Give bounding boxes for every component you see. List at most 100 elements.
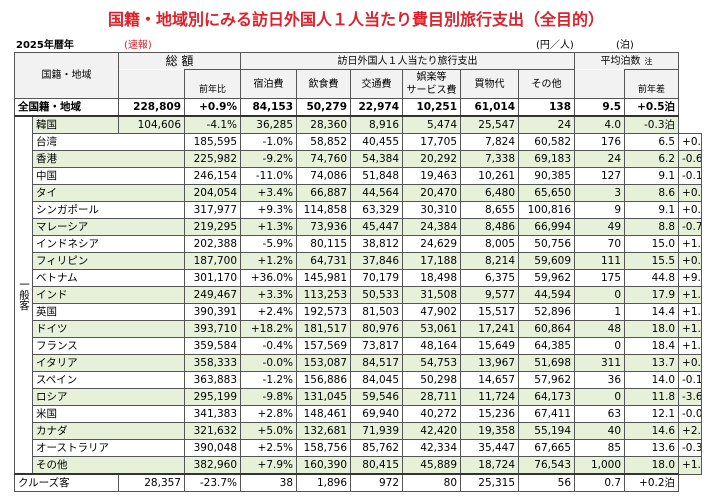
cell: 22,974 [350,98,404,117]
cell: 57,962 [518,371,576,389]
cell: 1,896 [296,473,352,492]
cell: 25,547 [460,115,520,134]
subheader: 2025年暦年 (速報) (円／人) (泊) [16,36,696,51]
cell: 114,858 [296,201,352,219]
cell: -9.2% [240,150,298,168]
cell: 246,154 [183,167,242,185]
cell: 228,809 [118,98,185,117]
cell: -9.8% [240,388,298,406]
header-text: 平均泊数 [600,55,641,67]
cell: -0.0泊 [678,405,702,423]
cell: 8,486 [460,218,520,236]
cell: 60,864 [518,320,576,338]
table-row: シンガポール 317,977 +9.3% 114,858 63,329 30,310 8,6… [15,201,702,219]
cell: -4.1% [183,115,242,134]
header-row: 国籍・地域総 額訪日外国人１人当たり旅行支出 平均泊数注 [14,52,702,99]
cell: 90,385 [518,167,576,185]
cell: +2.5% [240,439,298,457]
header-cell: 交通費 [350,69,404,99]
cell: 158,756 [296,439,352,457]
cell: 295,199 [183,388,242,406]
row-label: ドイツ [32,320,185,338]
cell: 382,960 [183,456,242,475]
cell: 28,357 [118,473,185,492]
header-cell [574,69,625,99]
cell: 145,981 [296,269,352,287]
table-row: フィリピン 187,700 +1.2% 64,731 37,846 17,188 8,214… [15,252,702,270]
cell: 10,251 [402,98,462,117]
cell: 59,962 [518,269,576,287]
cell: 390,391 [183,303,242,321]
table-row: イタリア 358,333 -0.0% 153,087 84,517 54,753 13,96… [15,354,702,372]
cell: 19,358 [460,422,520,440]
cell: 56 [518,473,576,492]
cell: 15.0 [624,235,680,253]
cell: 73,936 [296,218,352,236]
row-label: 英国 [32,303,185,321]
cell: 50,298 [402,371,462,389]
cell: -0.6泊 [678,150,702,168]
cell: 24 [518,115,576,134]
cell: 160,390 [296,456,352,475]
header-cell: 国籍・地域 [14,52,119,99]
cell: 31,508 [402,286,462,304]
row-label: マレーシア [32,218,185,236]
row-label: クルーズ客 [14,473,119,492]
cell: 38 [240,473,298,492]
header-row: 前年比 宿泊費 飲食費 交通費 娯楽等 サービス費 買物代 その他 前年差 [15,69,702,99]
cell: 50,756 [518,235,576,253]
cell: 54,753 [402,354,462,372]
cell: 4.0 [574,115,626,134]
cell: 6,480 [460,184,520,202]
cell: +0.5泊 [624,98,680,117]
cell: 138 [518,98,576,117]
cell: -0.0% [240,354,298,372]
cell: 321,632 [183,422,242,440]
cell: 0.7 [574,473,626,492]
title: 国籍・地域別にみる訪日外国人１人当たり費目別旅行支出（全目的） [107,10,604,29]
cell: 28,711 [402,388,462,406]
cell: +18.2% [240,320,298,338]
cell: 50,279 [296,98,352,117]
cell: 37,846 [350,252,404,270]
table-row: 米国 341,383 +2.8% 148,461 69,940 40,272 15,236 6… [15,405,702,423]
header-cell: 宿泊費 [240,69,298,99]
cell: -3.6泊 [678,388,702,406]
cell: 59,609 [518,252,576,270]
cell: 390,048 [183,439,242,457]
table-row: ロシア 295,199 -9.8% 131,045 59,546 28,711 11,724… [15,388,702,406]
cell: 69,940 [350,405,404,423]
cell: 24 [574,150,626,168]
cell: 45,889 [402,456,462,475]
table-row: クルーズ客 28,357 -23.7% 38 1,896 972 80 25,315 56 0.7… [14,473,702,492]
cell: -0.3泊 [678,439,702,457]
cell: 52,896 [518,303,576,321]
table-row: カナダ 321,632 +5.0% 132,681 71,939 42,420 19,358… [15,422,702,440]
row-label: その他 [32,456,185,475]
row-label: 台湾 [32,133,185,151]
cell: +0.4泊 [678,252,702,270]
cell: 202,388 [183,235,242,253]
cell: 9,577 [460,286,520,304]
cell: +0.5泊 [678,354,702,372]
cell: 13,967 [460,354,520,372]
header-cell: 前年差 [624,69,680,99]
cell: +3.3% [240,286,298,304]
cell: 24,629 [402,235,462,253]
cell: 181,517 [296,320,352,338]
table-row: フランス 359,584 -0.4% 157,569 73,817 48,164 15,64… [15,337,702,355]
cell: 17.9 [624,286,680,304]
cell: 71,939 [350,422,404,440]
cell: 156,886 [296,371,352,389]
cell: 6.5 [624,133,680,151]
cell: +9.3% [240,201,298,219]
cell: +1.3泊 [678,456,702,475]
cell: +5.0% [240,422,298,440]
table-row: 英国 390,391 +2.4% 192,573 81,503 47,902 15,517 5… [15,303,702,321]
table-row: 台湾 185,595 -1.0% 58,852 40,455 17,705 7,824 60,… [15,133,702,151]
cell: 19,463 [402,167,462,185]
header-cell: 総 額 [117,52,242,70]
cell: +2.8% [240,405,298,423]
row-label: 中国 [32,167,185,185]
cell: +3.4% [240,184,298,202]
